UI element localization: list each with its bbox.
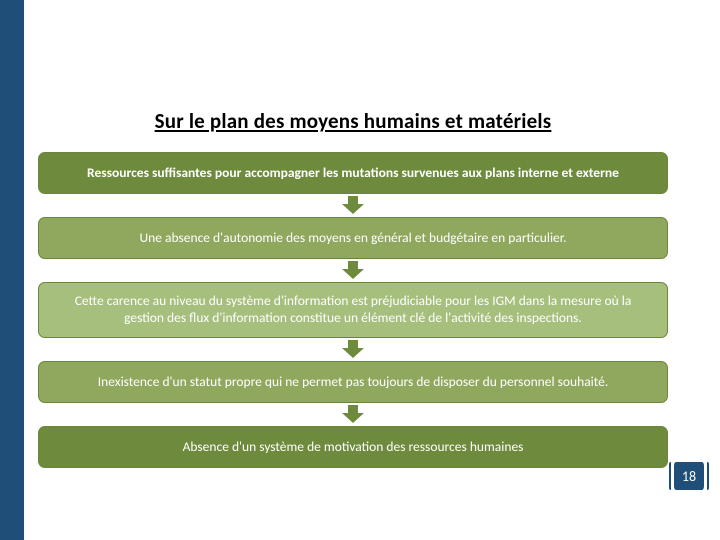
flow-box-4: Absence d'un système de motivation des r… (38, 426, 668, 468)
page-number-badge: 18 (672, 462, 706, 490)
flow-container: Ressources suffisantes pour accompagner … (38, 152, 668, 468)
flow-box-0: Ressources suffisantes pour accompagner … (38, 152, 668, 194)
arrow-down-2 (38, 338, 668, 361)
page-number: 18 (682, 468, 696, 485)
slide-title: Sur le plan des moyens humains et matéri… (38, 108, 668, 134)
arrow-down-1 (38, 259, 668, 282)
flow-box-1: Une absence d'autonomie des moyens en gé… (38, 217, 668, 259)
main-content: Sur le plan des moyens humains et matéri… (38, 108, 668, 468)
arrow-down-3 (38, 403, 668, 426)
arrow-down-0 (38, 194, 668, 217)
flow-box-2: Cette carence au niveau du système d'inf… (38, 282, 668, 338)
flow-box-3: Inexistence d'un statut propre qui ne pe… (38, 361, 668, 403)
left-accent-stripe (0, 0, 24, 540)
